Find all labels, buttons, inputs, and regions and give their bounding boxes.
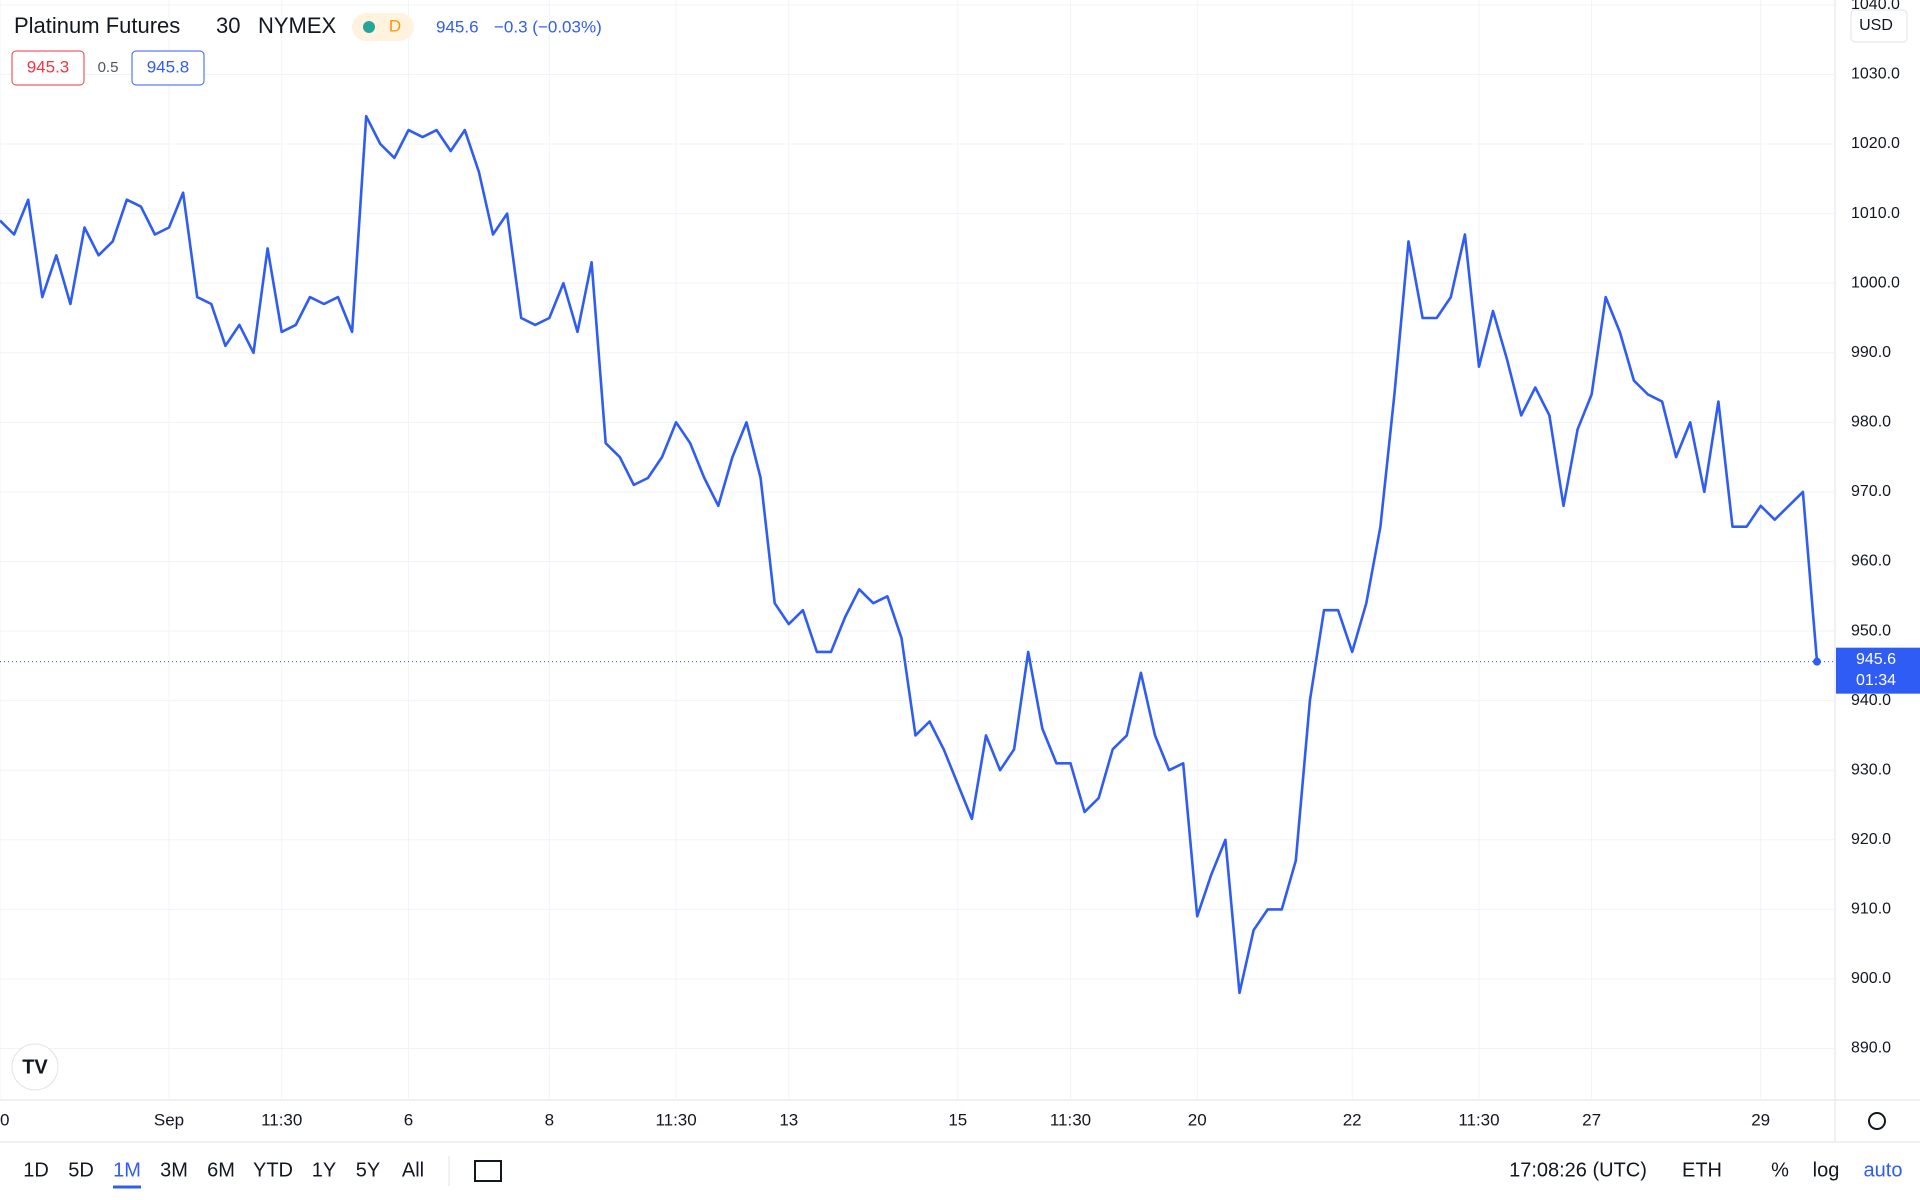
range-button[interactable]: YTD bbox=[253, 1159, 293, 1181]
auto-toggle[interactable]: auto bbox=[1864, 1159, 1903, 1181]
percent-toggle[interactable]: % bbox=[1771, 1159, 1789, 1181]
exchange[interactable]: NYMEX bbox=[258, 13, 337, 38]
y-tick-label: 890.0 bbox=[1851, 1040, 1891, 1057]
x-tick-label: 29 bbox=[1751, 1110, 1770, 1129]
session[interactable]: ETH bbox=[1682, 1159, 1722, 1181]
y-tick-label: 1040.0 bbox=[1851, 0, 1900, 13]
x-tick-label: 11:30 bbox=[1458, 1110, 1499, 1129]
interval[interactable]: 30 bbox=[216, 13, 240, 38]
price-line bbox=[0, 114, 1819, 995]
y-tick-label: 940.0 bbox=[1851, 692, 1891, 709]
price-tag bbox=[1836, 647, 1920, 694]
y-tick-label: 1000.0 bbox=[1851, 274, 1900, 291]
x-tick-label: 13 bbox=[779, 1110, 798, 1129]
y-tick-label: 900.0 bbox=[1851, 970, 1891, 987]
x-tick-label: 15 bbox=[948, 1110, 967, 1129]
ask[interactable]: 945.8 bbox=[147, 57, 190, 76]
x-tick-label: 11:30 bbox=[261, 1110, 302, 1129]
y-tick-label: 1020.0 bbox=[1851, 135, 1900, 152]
price-tag-value: 945.6 bbox=[1856, 651, 1896, 668]
y-tick-label: 990.0 bbox=[1851, 344, 1891, 361]
x-tick-label: 22 bbox=[1343, 1110, 1362, 1129]
logo-mark: TV bbox=[22, 1056, 48, 1078]
currency-button[interactable] bbox=[1850, 9, 1908, 43]
market-open-dot bbox=[363, 21, 375, 33]
plot bbox=[0, 0, 1835, 1100]
status-pill bbox=[352, 13, 414, 41]
range-button[interactable]: 6M bbox=[207, 1159, 235, 1181]
y-tick-label: 930.0 bbox=[1851, 761, 1891, 778]
logo[interactable] bbox=[11, 1043, 59, 1091]
settings-icon[interactable] bbox=[1868, 1112, 1886, 1130]
price-tag-countdown: 01:34 bbox=[1856, 672, 1896, 689]
x-tick-label: 11:30 bbox=[1050, 1110, 1091, 1129]
x-tick-label: 27 bbox=[1582, 1110, 1601, 1129]
last-point bbox=[1813, 657, 1821, 666]
range-button[interactable]: 1D bbox=[23, 1159, 49, 1181]
price-change: −0.3 (−0.03%) bbox=[494, 17, 602, 36]
symbol[interactable]: Platinum Futures bbox=[14, 13, 180, 38]
y-tick-label: 980.0 bbox=[1851, 414, 1891, 431]
y-tick-label: 960.0 bbox=[1851, 553, 1891, 570]
spread: 0.5 bbox=[98, 59, 119, 76]
legend: Platinum Futures 30 NYMEX D 945.6 −0.3 (… bbox=[11, 13, 602, 86]
range-button[interactable]: 1M bbox=[113, 1159, 141, 1181]
date-range-icon[interactable] bbox=[474, 1160, 502, 1182]
range-button[interactable]: 1Y bbox=[312, 1159, 336, 1181]
range-button[interactable]: 5Y bbox=[356, 1159, 380, 1181]
y-tick-label: 1010.0 bbox=[1851, 205, 1900, 222]
y-tick-label: 950.0 bbox=[1851, 622, 1891, 639]
ask-box[interactable] bbox=[131, 50, 205, 86]
log-toggle[interactable]: log bbox=[1813, 1159, 1840, 1181]
y-tick-label: 970.0 bbox=[1851, 483, 1891, 500]
y-tick-label: 910.0 bbox=[1851, 901, 1891, 918]
currency[interactable]: USD bbox=[1859, 17, 1893, 34]
x-tick-label: Sep bbox=[154, 1110, 184, 1129]
range-button[interactable]: 3M bbox=[160, 1159, 188, 1181]
y-tick-label: 920.0 bbox=[1851, 831, 1891, 848]
x-tick-label: 30 bbox=[0, 1110, 9, 1129]
range-button[interactable]: 5D bbox=[68, 1159, 94, 1181]
toolbar: 17:08:26 (UTC) ETH % log auto 1D 5D 1M 3M 6M… bbox=[23, 1156, 1903, 1189]
data-mode: D bbox=[389, 16, 401, 35]
last-price: 945.6 bbox=[436, 17, 479, 36]
x-tick-label: 6 bbox=[404, 1110, 413, 1129]
x-tick-label: 11:30 bbox=[655, 1110, 696, 1129]
clock[interactable]: 17:08:26 (UTC) bbox=[1509, 1159, 1647, 1181]
bid[interactable]: 945.3 bbox=[27, 57, 70, 76]
bid-box[interactable] bbox=[11, 50, 85, 86]
x-tick-label: 20 bbox=[1188, 1110, 1207, 1129]
x-tick-label: 8 bbox=[545, 1110, 554, 1129]
y-tick-label: 1030.0 bbox=[1851, 66, 1900, 83]
range-button[interactable]: All bbox=[402, 1159, 424, 1181]
